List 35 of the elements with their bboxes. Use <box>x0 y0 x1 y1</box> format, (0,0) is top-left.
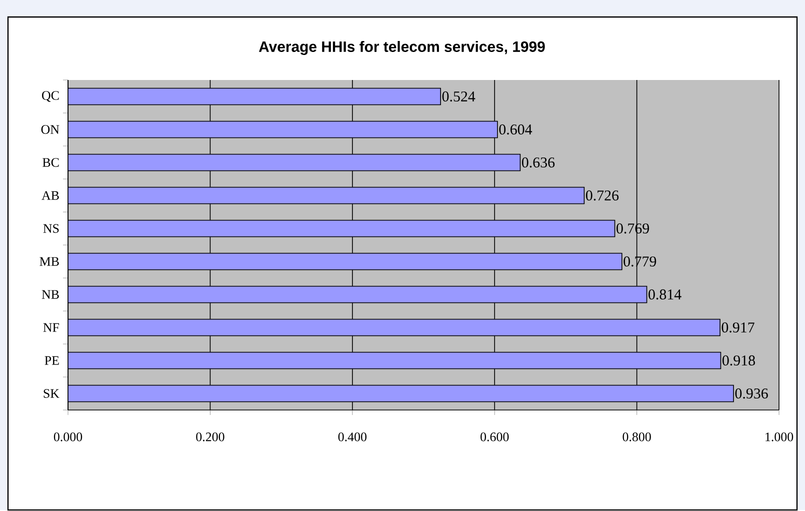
y-tick-label: PE <box>44 356 59 365</box>
y-tick-label: SK <box>44 389 60 398</box>
data-label: 0.936 <box>735 388 768 399</box>
x-tick-label: 1.000 <box>766 432 794 442</box>
bar <box>68 121 498 138</box>
bar <box>68 385 734 402</box>
y-tick-label: BC <box>42 158 59 168</box>
bar <box>68 286 648 304</box>
x-tick-label: 0.600 <box>480 432 509 442</box>
x-tick-label: 0.800 <box>622 432 651 442</box>
y-tick-label: MB <box>40 257 59 266</box>
y-tick-label: QC <box>42 91 59 102</box>
y-tick-label: ON <box>41 125 60 134</box>
bar <box>68 352 722 370</box>
bar <box>68 253 622 270</box>
y-tick-label: NF <box>43 323 60 332</box>
chart-title: Average HHIs for telecom services, 1999 <box>258 41 545 56</box>
y-tick-label: NS <box>43 224 59 234</box>
data-label: 0.918 <box>722 356 755 366</box>
data-label: 0.814 <box>648 290 682 300</box>
bar <box>68 88 441 106</box>
data-label: 0.726 <box>586 190 619 201</box>
y-tick-label: NB <box>42 290 59 299</box>
bar <box>68 319 720 336</box>
data-label: 0.604 <box>499 124 532 135</box>
data-label: 0.917 <box>722 322 754 333</box>
bar <box>68 220 616 238</box>
bar <box>68 187 585 204</box>
x-tick-label: 0.400 <box>338 432 366 442</box>
y-tick-label: AB <box>42 191 59 200</box>
data-label: 0.524 <box>442 92 476 102</box>
x-tick-label: 0.200 <box>196 432 224 442</box>
x-tick-label: 0.000 <box>54 432 82 442</box>
data-label: 0.636 <box>522 158 555 168</box>
bar <box>68 154 521 172</box>
